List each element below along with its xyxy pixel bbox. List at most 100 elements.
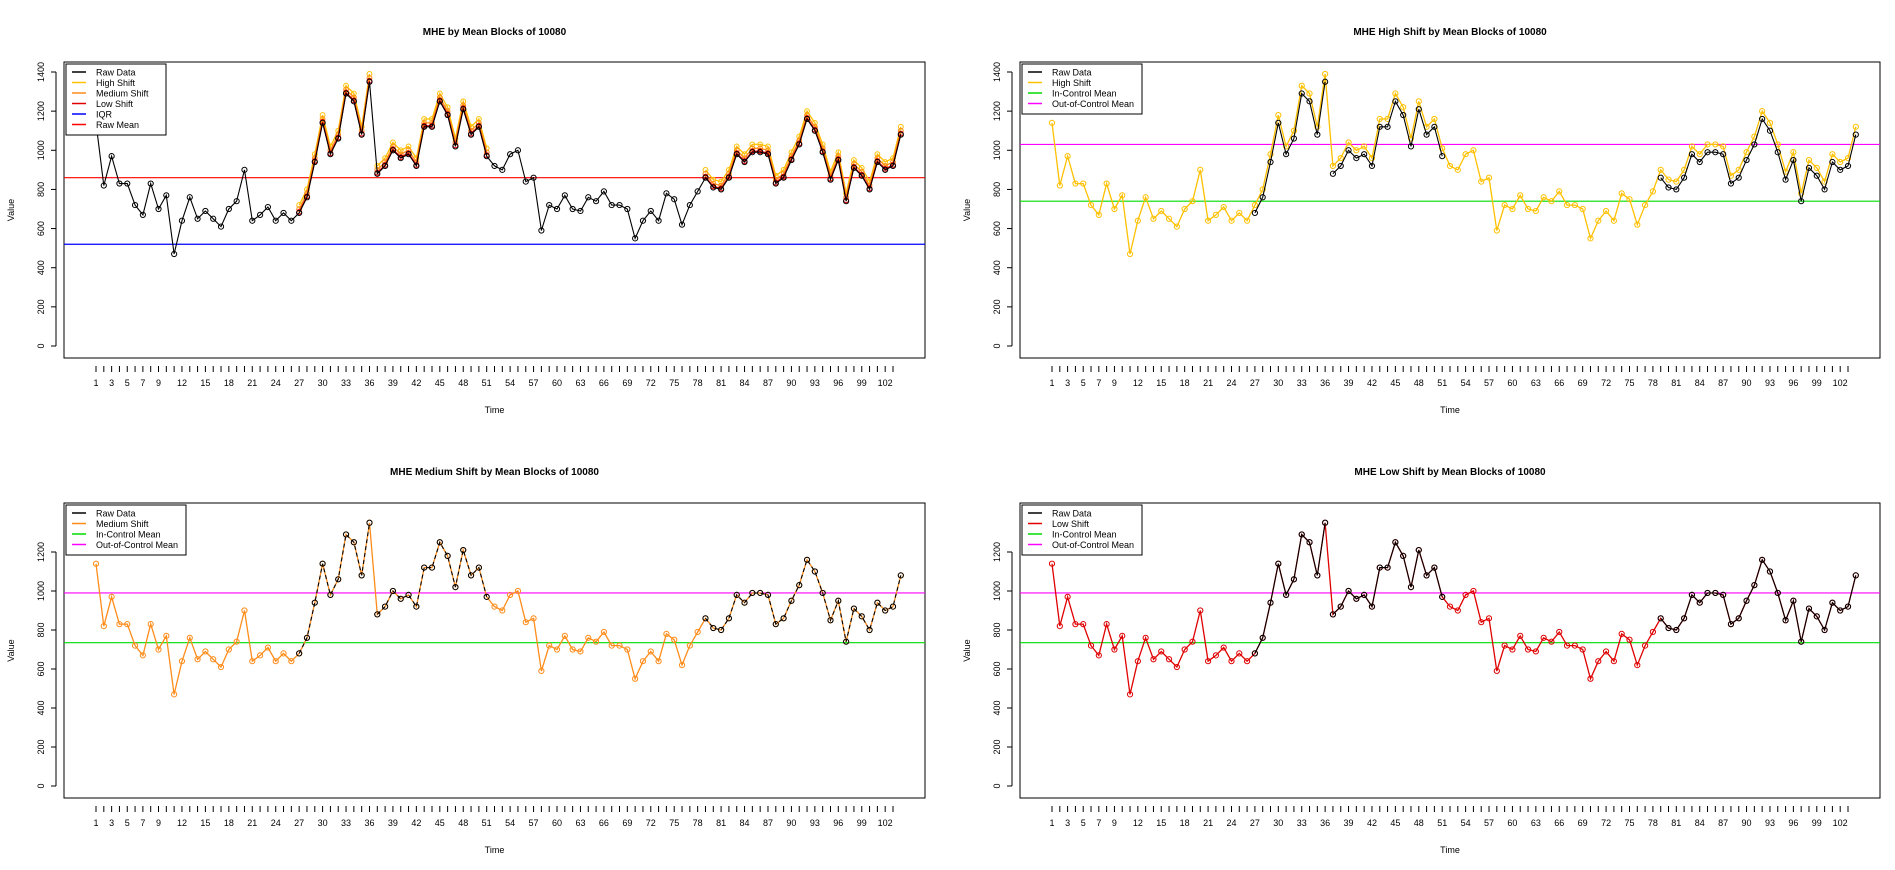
- shift-point: [1524, 646, 1532, 653]
- shift-point: [1579, 205, 1586, 213]
- y-tick-label: 0: [992, 783, 1002, 788]
- x-tick-label: 33: [1297, 818, 1307, 828]
- shift-point: [569, 646, 576, 653]
- raw-data-point: [874, 599, 881, 606]
- raw-data-point: [1681, 174, 1688, 181]
- x-tick-label: 102: [878, 818, 893, 828]
- shift-point: [1353, 147, 1360, 154]
- x-tick-label: 96: [1788, 378, 1798, 388]
- x-tick-label: 27: [294, 818, 304, 828]
- x-tick-label: 9: [1112, 378, 1117, 388]
- shift-point: [1080, 621, 1087, 628]
- raw-data-point: [1751, 582, 1758, 589]
- shift-point: [280, 650, 287, 657]
- raw-data-point: [1361, 151, 1368, 158]
- raw-data-point: [116, 180, 123, 187]
- high-shift-point: [421, 116, 428, 122]
- shift-point: [272, 658, 279, 665]
- shift-point: [1540, 634, 1547, 641]
- shift-point: [1602, 648, 1610, 655]
- raw-data-point: [733, 151, 740, 158]
- shift-line: [1051, 73, 1857, 255]
- raw-data-point: [1688, 591, 1696, 599]
- shift-point: [233, 638, 240, 645]
- raw-data-point: [764, 591, 772, 599]
- raw-data-point: [1290, 135, 1298, 142]
- raw-data-point: [796, 141, 803, 148]
- shift-point: [1610, 217, 1617, 224]
- shift-point: [1532, 207, 1539, 215]
- shift-point: [1837, 158, 1844, 166]
- x-tick-label: 63: [575, 818, 585, 828]
- raw-data-point: [436, 539, 443, 546]
- shift-point: [1345, 139, 1352, 146]
- shift-point: [686, 642, 693, 649]
- legend-label: Out-of-Control Mean: [96, 540, 178, 550]
- shift-point: [1587, 675, 1594, 682]
- raw-data-point: [882, 607, 889, 614]
- shift-point: [1501, 201, 1508, 209]
- shift-point: [1142, 634, 1149, 641]
- x-tick-label: 60: [1507, 818, 1517, 828]
- shift-point: [171, 691, 178, 698]
- shift-point: [1134, 217, 1141, 224]
- legend-label: In-Control Mean: [1052, 530, 1117, 540]
- x-tick-label: 51: [482, 818, 492, 828]
- shift-point: [1236, 650, 1243, 657]
- shift-point: [1704, 141, 1711, 148]
- shift-point: [1407, 135, 1415, 142]
- raw-data-point: [444, 552, 451, 560]
- raw-data-point: [1805, 605, 1813, 612]
- x-tick-label: 66: [1554, 378, 1564, 388]
- shift-point: [1056, 623, 1063, 630]
- raw-data-point: [1407, 584, 1415, 591]
- shift-point: [1181, 205, 1188, 213]
- x-tick-label: 39: [1344, 378, 1354, 388]
- x-tick-label: 90: [1742, 378, 1752, 388]
- shift-point: [1493, 667, 1500, 675]
- shift-point: [1696, 151, 1703, 158]
- raw-data-point: [749, 589, 756, 597]
- x-tick-label: 72: [646, 818, 656, 828]
- x-tick-label: 36: [364, 818, 374, 828]
- raw-data-point: [702, 174, 709, 181]
- raw-data-point: [358, 131, 365, 138]
- shift-point: [1337, 155, 1344, 162]
- raw-data-point: [507, 151, 514, 158]
- raw-data-point: [1407, 143, 1415, 150]
- x-tick-label: 96: [833, 818, 843, 828]
- shift-point: [1563, 642, 1571, 649]
- raw-data-point: [350, 539, 357, 546]
- y-axis-label: Value: [962, 199, 972, 221]
- x-tick-label: 78: [1648, 378, 1658, 388]
- raw-data-line: [1332, 540, 1443, 615]
- raw-data-point: [389, 147, 397, 154]
- raw-data-point: [1329, 170, 1337, 177]
- raw-data-point: [436, 98, 443, 105]
- shift-point: [1142, 194, 1149, 201]
- shift-point: [1634, 662, 1641, 669]
- shift-point: [1204, 217, 1212, 224]
- x-tick-label: 48: [458, 818, 468, 828]
- shift-point: [1400, 104, 1407, 111]
- shift-point: [1470, 147, 1477, 154]
- raw-data-point: [850, 605, 858, 612]
- x-tick-label: 99: [1812, 378, 1822, 388]
- raw-data-line: [1660, 117, 1857, 202]
- shift-point: [1641, 642, 1649, 649]
- shift-point: [1392, 90, 1399, 97]
- x-tick-label: 33: [341, 378, 351, 388]
- raw-data-point: [1439, 153, 1446, 160]
- raw-data-point: [764, 151, 772, 158]
- raw-data-point: [210, 215, 217, 222]
- shift-point: [616, 642, 623, 649]
- shift-point: [553, 646, 561, 653]
- legend-label: Raw Data: [1052, 509, 1092, 519]
- shift-point: [124, 621, 131, 628]
- raw-data-point: [1322, 519, 1329, 526]
- y-tick-label: 400: [992, 260, 1002, 275]
- raw-data-point: [827, 617, 834, 624]
- raw-data-point: [171, 250, 178, 258]
